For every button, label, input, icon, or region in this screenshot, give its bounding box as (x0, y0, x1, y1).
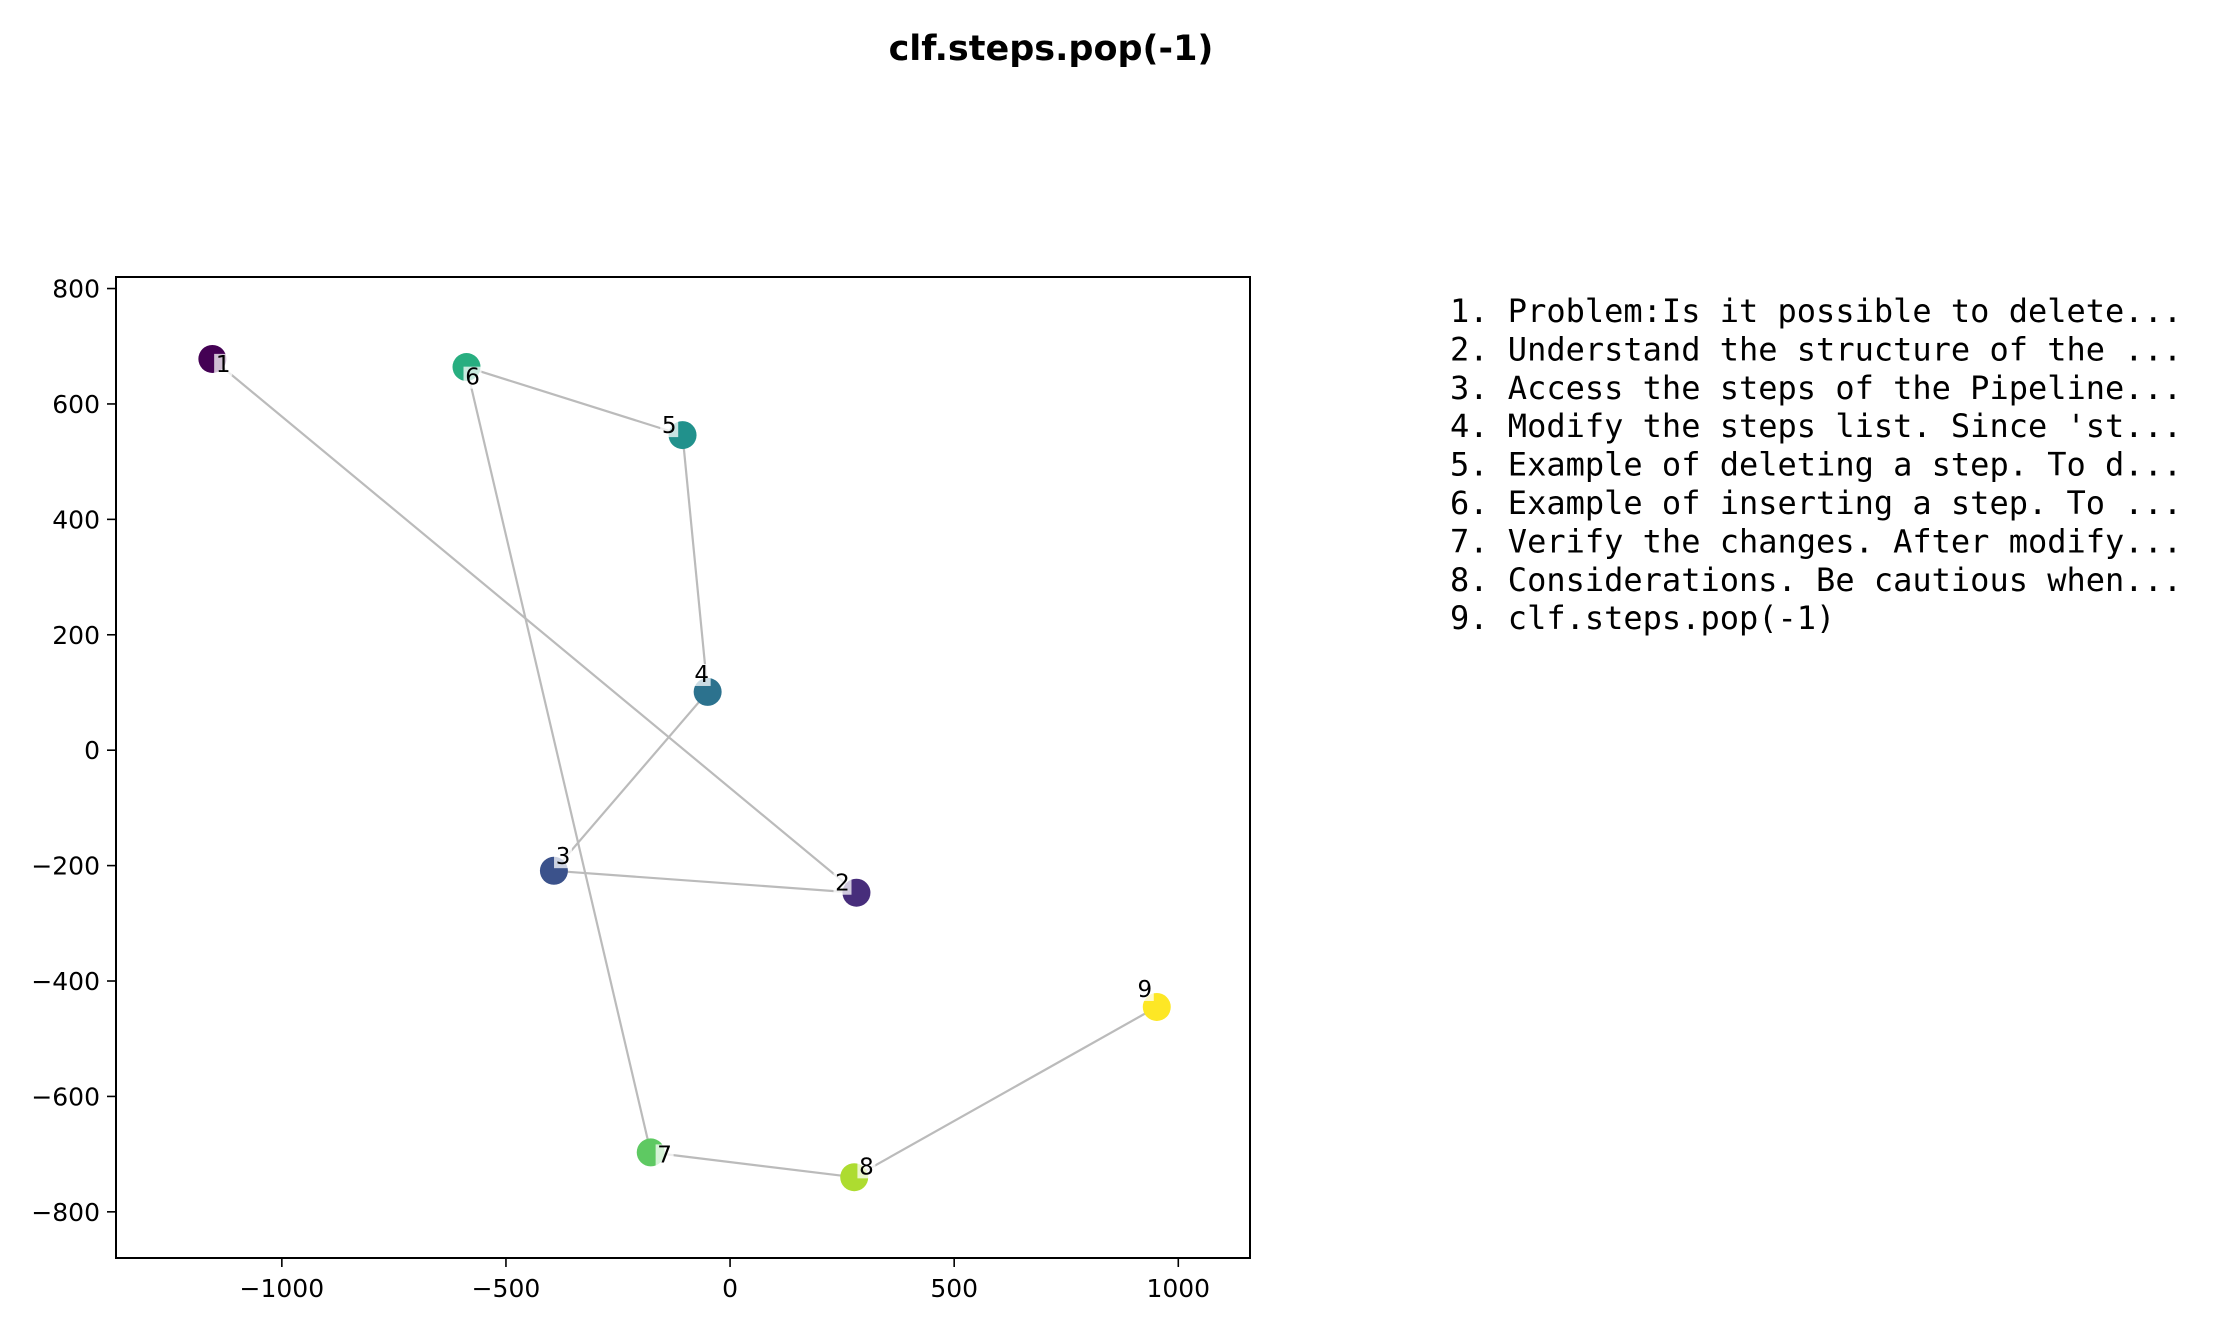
edge-line-7-8 (650, 1151, 855, 1179)
point-label-bg-1 (214, 353, 233, 376)
edge-line-2-3 (553, 869, 857, 894)
point-label-9: 9 (1137, 977, 1152, 1003)
point-label-5: 5 (662, 413, 677, 439)
point-label-bg-5 (660, 415, 679, 438)
y-tick-label: 800 (52, 275, 100, 304)
chart-title: clf.steps.pop(-1) (889, 29, 1214, 69)
x-tick-label: −500 (472, 1274, 541, 1303)
point-label-bg-7 (655, 1144, 674, 1167)
legend-item-5: 5. Example of deleting a step. To d... (1450, 446, 2182, 484)
y-tick-label: −200 (31, 852, 100, 881)
edge-line-1-2 (211, 358, 858, 894)
legend-item-6: 6. Example of inserting a step. To ... (1450, 484, 2182, 522)
y-tick-label: −600 (31, 1082, 100, 1111)
edge-line-6-7 (465, 366, 652, 1153)
point-label-1: 1 (216, 352, 231, 378)
point-label-7: 7 (657, 1142, 672, 1168)
legend-item-2: 2. Understand the structure of the ... (1450, 330, 2182, 368)
point-label-2: 2 (835, 871, 850, 897)
legend-item-4: 4. Modify the steps list. Since 'st... (1450, 407, 2182, 445)
edge-line-8-9 (853, 1006, 1158, 1179)
legend-item-1: 1. Problem:Is it possible to delete... (1450, 292, 2182, 330)
y-tick-label: 400 (52, 505, 100, 534)
point-label-bg-9 (1135, 978, 1154, 1001)
plot-frame (115, 276, 1251, 1259)
x-tick-label: 1000 (1146, 1274, 1210, 1303)
y-tick-label: 0 (84, 736, 100, 765)
point-label-bg-3 (554, 846, 573, 869)
edge-line-4-5 (681, 435, 709, 693)
x-tick-label: −1000 (240, 1274, 325, 1303)
point-label-6: 6 (465, 365, 480, 391)
legend: 1. Problem:Is it possible to delete...2.… (1450, 292, 2182, 637)
x-tick-label: 500 (930, 1274, 978, 1303)
point-label-bg-4 (692, 663, 711, 686)
point-label-bg-2 (833, 872, 852, 895)
edge-line-5-6 (466, 365, 683, 437)
point-label-bg-6 (463, 366, 482, 389)
legend-item-9: 9. clf.steps.pop(-1) (1450, 599, 1835, 637)
y-tick-label: −400 (31, 967, 100, 996)
y-tick-label: 200 (52, 621, 100, 650)
x-tick-label: 0 (722, 1274, 738, 1303)
edge-line-3-4 (553, 691, 709, 872)
point-label-4: 4 (694, 662, 709, 688)
point-label-bg-8 (857, 1156, 876, 1179)
plot-area: 1 2 3 4 5 6 7 8 9 −1000 −500 0 500 1000 −800 −600 −400 −2… (31, 275, 1251, 1303)
point-label-8: 8 (859, 1154, 874, 1180)
y-tick-label: 600 (52, 390, 100, 419)
legend-item-3: 3. Access the steps of the Pipeline... (1450, 369, 2182, 407)
legend-item-7: 7. Verify the changes. After modify... (1450, 522, 2182, 560)
point-label-3: 3 (556, 844, 571, 870)
y-tick-label: −800 (31, 1198, 100, 1227)
legend-item-8: 8. Considerations. Be cautious when... (1450, 561, 2182, 599)
